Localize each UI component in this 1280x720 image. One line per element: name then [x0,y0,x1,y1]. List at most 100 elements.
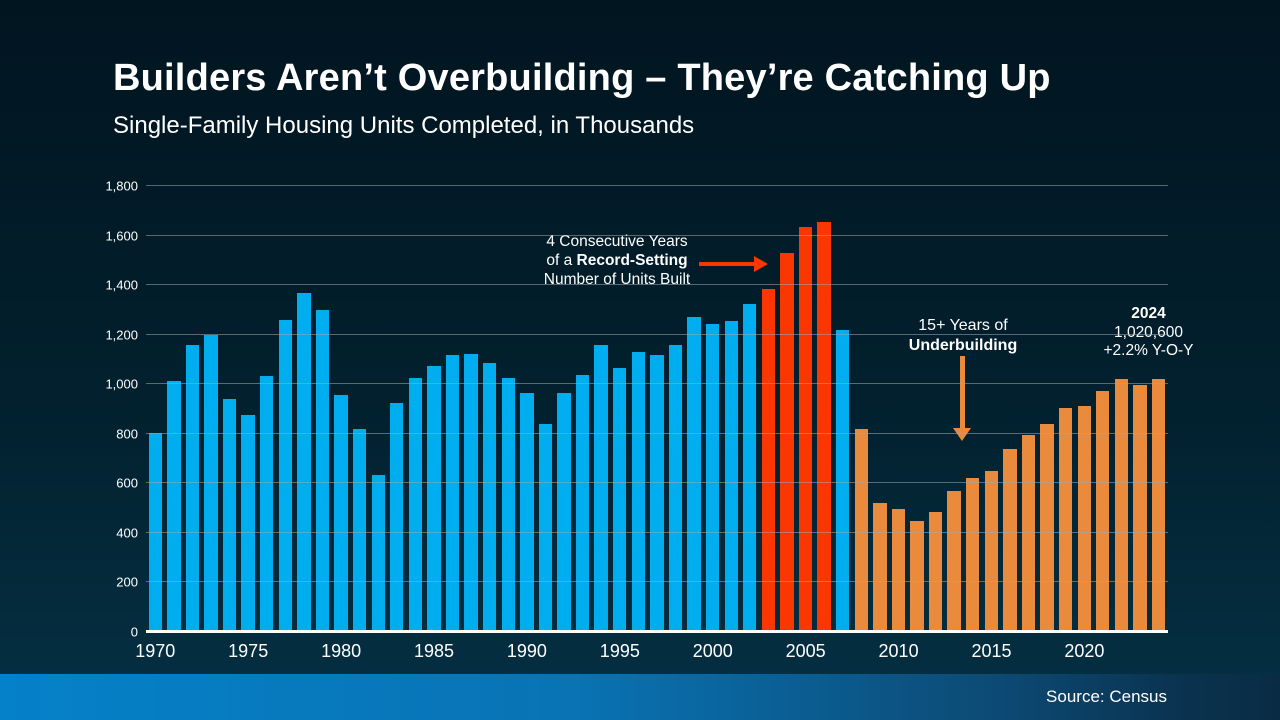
bar-1971 [167,380,181,632]
y-tick-label-1600: 1,600 [105,228,138,244]
bar-slot-1994 [592,186,611,632]
bar-slot-1977 [276,186,295,632]
bar-2009 [873,503,887,632]
bar-2016 [1003,449,1017,632]
bar-2024 [1151,379,1166,632]
y-tick-label-1400: 1,400 [105,277,138,293]
bar-2001 [724,320,738,632]
underbuilding-annotation: 15+ Years of Underbuilding [878,316,1048,356]
bar-1985 [427,366,441,632]
bar-2023 [1133,384,1147,632]
bar-1974 [222,399,237,632]
bar-slot-1984 [406,186,425,632]
x-tick-label-2020: 2020 [1064,641,1105,661]
bar-1999 [687,317,701,632]
bar-2018 [1040,423,1054,632]
bar-slot-1986 [443,186,462,632]
underbuilding-arrow-icon [953,356,971,442]
bar-slot-1971 [165,186,184,632]
underbuilding-annotation-line1: 15+ Years of [918,317,1008,334]
y-tick-label-600: 600 [116,475,138,491]
bar-slot-2006 [815,186,834,632]
bar-2021 [1096,391,1110,632]
bar-slot-2009 [871,186,890,632]
x-tick-label-1985: 1985 [413,641,455,661]
bar-1994 [594,344,608,632]
bar-slot-2015 [982,186,1001,632]
bar-slot-1983 [388,186,407,632]
record-arrow-icon [699,256,769,272]
bar-slot-1973 [202,186,221,632]
callout-2024-year: 2024 [1131,305,1166,322]
bar-1986 [445,354,460,632]
gridline-600 [146,482,1168,484]
record-arrow-shaft [699,262,755,266]
bar-slot-1982 [369,186,388,632]
bar-slot-1978 [295,186,314,632]
page-subtitle: Single-Family Housing Units Completed, i… [113,112,695,139]
bar-2015 [984,471,998,632]
callout-2024-value: 1,020,600 [1114,323,1183,341]
bar-slot-2022 [1112,186,1131,632]
callout-2024: 2024 1,020,600 +2.2% Y-O-Y [1096,305,1201,361]
bar-slot-2023 [1131,186,1150,632]
bar-series [146,186,1168,632]
y-tick-label-0: 0 [130,624,138,640]
bar-1988 [483,363,497,632]
bar-2017 [1021,435,1036,632]
bar-slot-2021 [1093,186,1112,632]
x-tick-label-1975: 1975 [228,641,269,661]
bar-1981 [352,429,367,632]
bar-2020 [1077,406,1091,632]
bar-2005 [798,226,813,632]
x-tick-label-1970: 1970 [135,641,176,661]
bar-1980 [334,394,348,632]
bar-2006 [817,222,831,632]
x-tick-label-2010: 2010 [878,641,919,661]
y-tick-label-200: 200 [116,574,138,590]
gridline-1400 [146,284,1168,286]
gridline-1200 [146,333,1168,335]
record-annotation-line2-bold: Record-Setting [576,252,688,269]
bar-slot-1972 [183,186,202,632]
bar-2012 [928,512,943,632]
bar-1982 [371,475,385,632]
callout-2024-yoy: +2.2% Y-O-Y [1103,342,1194,359]
bar-slot-2012 [926,186,945,632]
underbuilding-arrow-head [953,428,971,441]
underbuilding-arrow-shaft [959,356,965,429]
bar-2000 [705,324,720,632]
bar-1978 [297,292,311,632]
bar-slot-2011 [908,186,927,632]
bar-slot-1996 [629,186,648,632]
underbuilding-annotation-line2-bold: Underbuilding [908,337,1018,354]
bar-slot-1979 [313,186,332,632]
x-tick-label-1995: 1995 [599,641,640,661]
plot-area [146,185,1168,633]
bar-1996 [631,352,645,632]
y-tick-label-1800: 1,800 [105,178,138,194]
bar-slot-2005 [796,186,815,632]
bar-2008 [854,429,868,632]
x-tick-label-2000: 2000 [692,641,733,661]
bar-2010 [891,509,906,632]
x-axis-baseline [146,630,1168,633]
bar-1975 [241,415,255,632]
bar-slot-1999 [685,186,704,632]
bar-slot-1987 [462,186,481,632]
gridline-200 [146,581,1168,583]
record-annotation-line3: Number of Units Built [543,271,691,288]
bar-slot-2017 [1019,186,1038,632]
bar-1977 [278,320,293,632]
bar-slot-1980 [332,186,351,632]
bar-1995 [613,367,627,632]
bar-slot-2007 [833,186,852,632]
x-tick-label-2015: 2015 [971,641,1012,661]
gridline-1600 [146,234,1168,236]
bar-1976 [260,375,274,632]
y-tick-label-1200: 1,200 [105,327,138,343]
bar-slot-1997 [648,186,667,632]
bar-1993 [575,374,590,632]
bar-slot-2004 [778,186,797,632]
